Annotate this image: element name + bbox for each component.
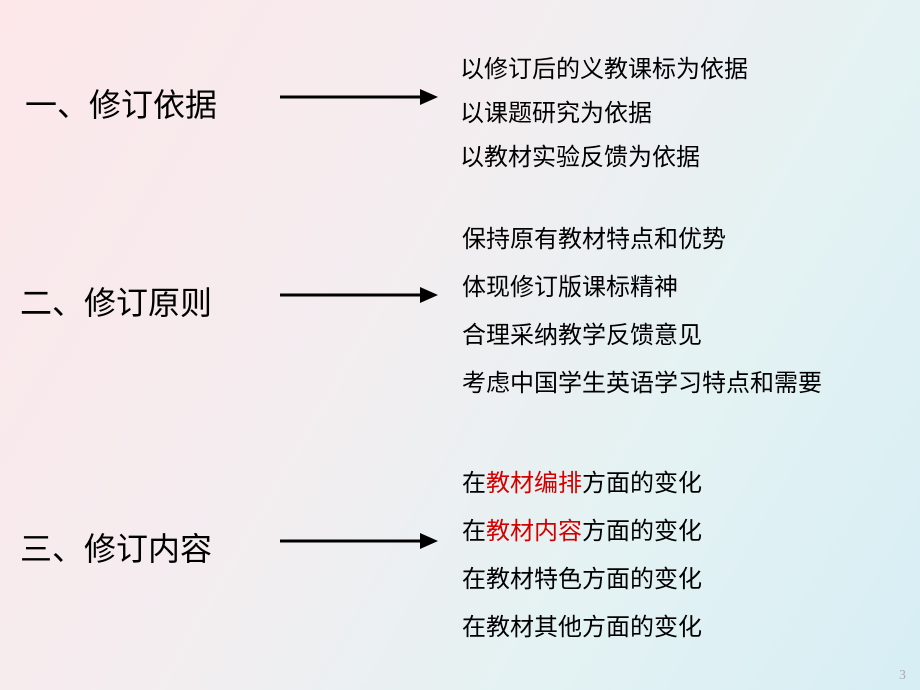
text: 在 — [462, 471, 486, 497]
section-heading: 二、修订原则 — [20, 278, 212, 324]
arrow-icon — [280, 531, 438, 551]
text: 在 — [462, 519, 486, 545]
list-item: 体现修订版课标精神 — [462, 264, 822, 312]
list-item: 以教材实验反馈为依据 — [460, 136, 748, 180]
section-heading: 一、修订依据 — [25, 80, 217, 126]
section-items: 保持原有教材特点和优势体现修订版课标精神合理采纳教学反馈意见考虑中国学生英语学习… — [462, 216, 822, 408]
highlight-text: 教材编排 — [486, 471, 582, 497]
text: 保持原有教材特点和优势 — [462, 227, 726, 253]
text: 在教材特色方面的变化 — [462, 567, 702, 593]
text: 方面的变化 — [582, 471, 702, 497]
list-item: 以修订后的义教课标为依据 — [460, 48, 748, 92]
section-items: 以修订后的义教课标为依据以课题研究为依据以教材实验反馈为依据 — [460, 48, 748, 180]
page-number: 3 — [899, 668, 906, 684]
arrow-icon — [280, 285, 438, 305]
text: 在教材其他方面的变化 — [462, 615, 702, 641]
text: 以修订后的义教课标为依据 — [460, 57, 748, 83]
list-item: 在教材其他方面的变化 — [462, 604, 702, 652]
list-item: 合理采纳教学反馈意见 — [462, 312, 822, 360]
list-item: 在教材编排方面的变化 — [462, 460, 702, 508]
text: 合理采纳教学反馈意见 — [462, 323, 702, 349]
text: 以教材实验反馈为依据 — [460, 145, 700, 171]
text: 以课题研究为依据 — [460, 101, 652, 127]
list-item: 考虑中国学生英语学习特点和需要 — [462, 360, 822, 408]
list-item: 在教材内容方面的变化 — [462, 508, 702, 556]
text: 方面的变化 — [582, 519, 702, 545]
section-items: 在教材编排方面的变化在教材内容方面的变化在教材特色方面的变化在教材其他方面的变化 — [462, 460, 702, 652]
list-item: 以课题研究为依据 — [460, 92, 748, 136]
list-item: 在教材特色方面的变化 — [462, 556, 702, 604]
text: 体现修订版课标精神 — [462, 275, 678, 301]
arrow-icon — [280, 87, 438, 107]
text: 考虑中国学生英语学习特点和需要 — [462, 371, 822, 397]
section-heading: 三、修订内容 — [20, 524, 212, 570]
highlight-text: 教材内容 — [486, 519, 582, 545]
list-item: 保持原有教材特点和优势 — [462, 216, 822, 264]
